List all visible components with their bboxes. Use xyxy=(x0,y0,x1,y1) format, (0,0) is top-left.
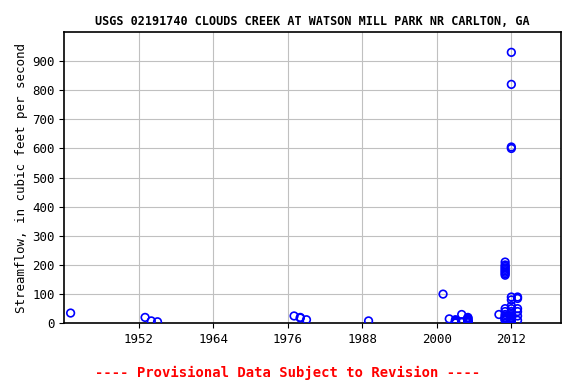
Point xyxy=(501,266,510,272)
Point xyxy=(147,318,156,324)
Point xyxy=(445,316,454,322)
Point xyxy=(463,319,472,325)
Point xyxy=(451,319,460,325)
Point xyxy=(507,318,516,324)
Point xyxy=(501,308,510,314)
Point xyxy=(457,311,467,318)
Point xyxy=(153,319,162,325)
Point xyxy=(501,306,510,312)
Point xyxy=(513,308,522,314)
Point xyxy=(507,315,516,321)
Point xyxy=(507,319,516,325)
Point xyxy=(507,49,516,55)
Point xyxy=(501,313,510,319)
Point xyxy=(451,318,460,324)
Title: USGS 02191740 CLOUDS CREEK AT WATSON MILL PARK NR CARLTON, GA: USGS 02191740 CLOUDS CREEK AT WATSON MIL… xyxy=(96,15,530,28)
Point xyxy=(438,291,448,297)
Point xyxy=(463,319,472,325)
Point xyxy=(463,317,472,323)
Point xyxy=(513,306,522,312)
Point xyxy=(451,317,460,323)
Point xyxy=(501,259,510,265)
Y-axis label: Streamflow, in cubic feet per second: Streamflow, in cubic feet per second xyxy=(15,43,28,313)
Point xyxy=(451,320,460,326)
Point xyxy=(290,313,299,319)
Point xyxy=(507,306,516,312)
Point xyxy=(507,294,516,300)
Point xyxy=(457,319,467,325)
Point xyxy=(501,262,510,268)
Point xyxy=(451,319,460,326)
Point xyxy=(501,311,510,318)
Point xyxy=(513,294,522,300)
Point xyxy=(513,313,522,319)
Point xyxy=(141,314,150,321)
Point xyxy=(501,271,510,277)
Point xyxy=(513,295,522,301)
Point xyxy=(507,311,516,318)
Point xyxy=(494,311,503,318)
Point xyxy=(451,319,460,325)
Point xyxy=(364,318,373,324)
Point xyxy=(302,317,311,323)
Point xyxy=(463,316,472,322)
Point xyxy=(513,317,522,323)
Point xyxy=(507,297,516,303)
Point xyxy=(501,269,510,275)
Point xyxy=(507,317,516,323)
Point xyxy=(463,318,472,324)
Point xyxy=(507,308,516,314)
Point xyxy=(501,317,510,323)
Point xyxy=(507,314,516,321)
Point xyxy=(507,313,516,319)
Point xyxy=(501,317,510,323)
Point xyxy=(463,319,472,326)
Point xyxy=(507,81,516,88)
Point xyxy=(507,146,516,152)
Point xyxy=(463,314,472,321)
Point xyxy=(451,317,460,323)
Point xyxy=(451,318,460,324)
Point xyxy=(451,319,460,325)
Point xyxy=(463,319,472,325)
Point xyxy=(501,315,510,321)
Point xyxy=(501,265,510,271)
Point xyxy=(66,310,75,316)
Point xyxy=(451,319,460,326)
Point xyxy=(501,268,510,274)
Point xyxy=(507,317,516,323)
Point xyxy=(457,319,467,325)
Point xyxy=(463,317,472,323)
Point xyxy=(501,272,510,278)
Point xyxy=(507,319,516,325)
Point xyxy=(501,316,510,322)
Point xyxy=(501,314,510,321)
Point xyxy=(295,315,305,321)
Point xyxy=(507,303,516,309)
Point xyxy=(501,263,510,270)
Text: ---- Provisional Data Subject to Revision ----: ---- Provisional Data Subject to Revisio… xyxy=(96,366,480,380)
Point xyxy=(463,318,472,324)
Point xyxy=(507,144,516,150)
Point xyxy=(295,314,305,321)
Point xyxy=(463,315,472,321)
Point xyxy=(507,316,516,322)
